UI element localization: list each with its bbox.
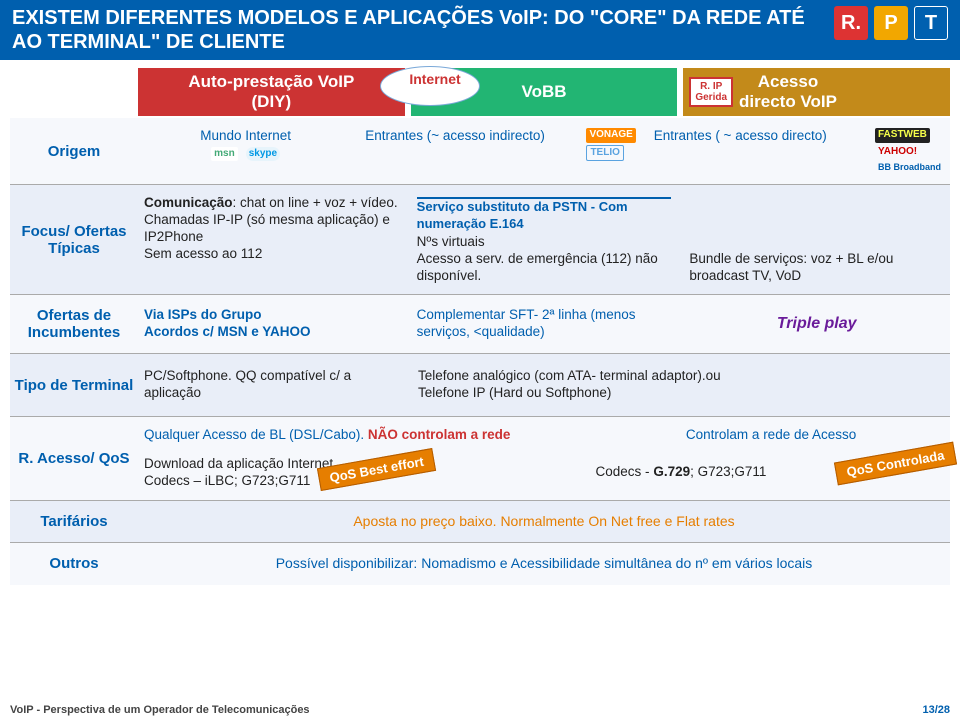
logo-p-icon: P [874, 6, 908, 40]
logo-t-icon: T [914, 6, 948, 40]
row-qos: R. Acesso/ QoS Qualquer Acesso de BL (DS… [10, 417, 950, 500]
terminal-col1: PC/Softphone. QQ compatível c/ a aplicaç… [138, 364, 406, 406]
colhead-diy-l2: (DIY) [252, 92, 292, 112]
origem-col2: Entrantes (~ acesso indirecto) [359, 124, 574, 178]
row-outros: Outros Possível disponibilizar: Nomadism… [10, 543, 950, 585]
vonage-logo-icon: VONAGE [586, 128, 635, 143]
rip-l1: R. IP [700, 81, 722, 92]
slide-body: Auto-prestação VoIP (DIY) VoBB R. IP Ger… [0, 60, 960, 585]
slide-header: EXISTEM DIFERENTES MODELOS E APLICAÇÕES … [0, 0, 960, 60]
row-label-focus: Focus/ Ofertas Típicas [10, 189, 138, 290]
qos-col3-top: Controlam a rede de Acesso [680, 423, 950, 448]
origem-col3-text: Entrantes ( ~ acesso directo) [654, 128, 827, 143]
incumb-col1: Via ISPs do Grupo Acordos c/ MSN e YAHOO [138, 303, 405, 345]
colhead-diy-l1: Auto-prestação VoIP [188, 72, 354, 92]
qos-col23-bot: Codecs - G.729; G723;G711 [596, 464, 767, 481]
cloud-label: Internet [380, 71, 490, 87]
internet-cloud-icon: Internet [380, 66, 490, 112]
column-headers-row: Auto-prestação VoIP (DIY) VoBB R. IP Ger… [10, 66, 950, 118]
focus-col1-lead: Comunicação [144, 195, 233, 210]
focus-col2: Serviço substituto da PSTN - Com numeraç… [411, 191, 678, 288]
row-label-origem: Origem [10, 122, 138, 180]
qos-span-blue: Qualquer Acesso de BL (DSL/Cabo). [144, 427, 364, 442]
row-tarifarios: Tarifários Aposta no preço baixo. Normal… [10, 501, 950, 543]
incumb-col2: Complementar SFT- 2ª linha (menos serviç… [411, 303, 678, 345]
row-label-tarifarios: Tarifários [10, 507, 138, 537]
footer-left: VoIP - Perspectiva de um Operador de Tel… [10, 704, 310, 716]
qos-span-red: NÃO controlam a rede [364, 427, 510, 442]
outros-text: Possível disponibilizar: Nomadismo e Ace… [138, 551, 950, 577]
row-label-empty [10, 66, 138, 118]
msn-logo-icon: msn [211, 147, 238, 162]
origem-col1: Mundo Internet msn skype [138, 124, 353, 178]
colhead-vobb-l: VoBB [522, 82, 567, 102]
origem-col2-logos: VONAGE TELIO [580, 124, 641, 178]
focus-bracket: Serviço substituto da PSTN - Com numeraç… [417, 197, 672, 232]
telio-logo-icon: TELIO [586, 145, 623, 162]
row-origem: Origem Mundo Internet msn skype Entrante… [10, 118, 950, 184]
origem-col1-text: Mundo Internet [144, 128, 347, 145]
origem-col3: Entrantes ( ~ acesso directo) [648, 124, 863, 178]
focus-col3: Bundle de serviços: voz + BL e/ou broadc… [683, 191, 950, 288]
incumb-col3: Triple play [683, 303, 950, 345]
colhead-direct: R. IP Gerida Acesso directo VoIP [683, 68, 950, 116]
fastweb-logo-icon: FASTWEB [875, 128, 930, 143]
focus-col3-body: Bundle de serviços: voz + BL e/ou broadc… [689, 251, 944, 285]
bb-logo-icon: BB Broadband [875, 161, 944, 174]
row-incumbentes: Ofertas de Incumbentes Via ISPs do Grupo… [10, 295, 950, 353]
origem-col2-text: Entrantes (~ acesso indirecto) [365, 128, 545, 143]
slide-footer: VoIP - Perspectiva de um Operador de Tel… [10, 704, 950, 716]
logo-r-icon: R. [834, 6, 868, 40]
rip-gerida-box: R. IP Gerida [689, 77, 733, 107]
rip-l2: Gerida [695, 92, 727, 103]
tarifarios-text: Aposta no preço baixo. Normalmente On Ne… [138, 509, 950, 535]
row-focus: Focus/ Ofertas Típicas Comunicação: chat… [10, 185, 950, 294]
focus-col2-body: Nºs virtuais Acesso a serv. de emergênci… [417, 234, 672, 285]
origem-col3-logos: FASTWEB YAHOO! BB Broadband [869, 124, 950, 178]
row-label-terminal: Tipo de Terminal [10, 362, 138, 408]
colhead-diy: Auto-prestação VoIP (DIY) [138, 68, 405, 116]
brand-logos: R. P T [834, 6, 948, 40]
footer-page: 13/28 [922, 704, 950, 716]
row-terminal: Tipo de Terminal PC/Softphone. QQ compat… [10, 354, 950, 416]
colhead-direct-l2: directo VoIP [739, 92, 837, 112]
slide-title: EXISTEM DIFERENTES MODELOS E APLICAÇÕES … [12, 6, 834, 54]
terminal-col23: Telefone analógico (com ATA- terminal ad… [412, 364, 950, 406]
skype-logo-icon: skype [246, 147, 280, 162]
row-label-qos: R. Acesso/ QoS [10, 421, 138, 496]
row-label-outros: Outros [10, 549, 138, 579]
focus-col1: Comunicação: chat on line + voz + vídeo.… [138, 191, 405, 288]
row-label-incumbentes: Ofertas de Incumbentes [10, 301, 138, 347]
yahoo-logo-icon: YAHOO! [875, 145, 920, 160]
colhead-direct-l1: Acesso [758, 72, 818, 92]
